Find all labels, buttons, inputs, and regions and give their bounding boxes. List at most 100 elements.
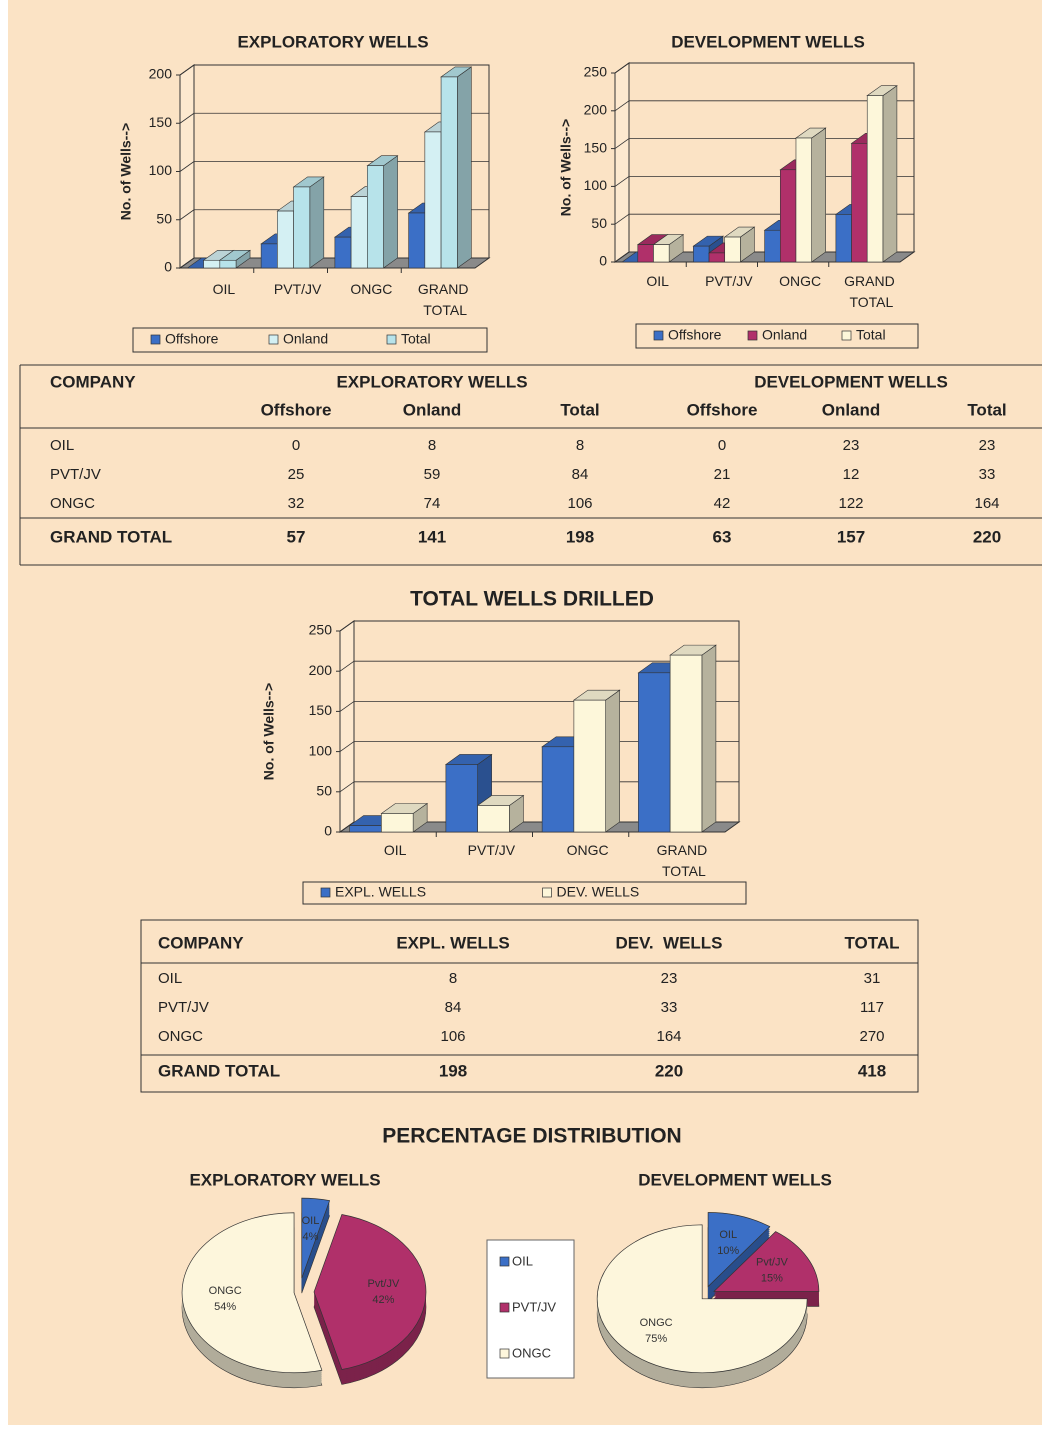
table-column-header: Offshore	[687, 400, 758, 419]
grid-line	[179, 257, 195, 269]
slice-value: 4%	[303, 1231, 319, 1243]
table-column-header: TOTAL	[844, 933, 899, 952]
legend-swatch	[268, 334, 279, 345]
bar	[349, 825, 382, 833]
legend-label: ONGC	[512, 1345, 551, 1360]
x-tick-label: GRAND TOTAL	[418, 281, 472, 318]
table-cell: 63	[713, 527, 732, 546]
grid-line	[339, 741, 355, 752]
y-tick-label: 200	[149, 66, 173, 82]
bar-side	[701, 644, 717, 833]
legend-swatch	[150, 334, 161, 345]
table-group-header: DEVELOPMENT WELLS	[754, 372, 948, 391]
chart-title: EXPLORATORY WELLS	[189, 1170, 380, 1189]
slice-label: OIL	[719, 1229, 737, 1241]
pie-slice	[313, 1214, 427, 1370]
y-tick-label: 50	[591, 215, 607, 231]
legend-label: Onland	[283, 331, 328, 347]
slice-value: 15%	[761, 1273, 783, 1285]
legend-label: OIL	[512, 1253, 533, 1268]
legend-swatch	[747, 330, 758, 341]
bar	[293, 186, 311, 269]
slice-label: ONGC	[209, 1285, 242, 1297]
grid-line	[614, 62, 630, 74]
table-group-header: EXPLORATORY WELLS	[336, 372, 527, 391]
bar	[708, 252, 726, 263]
legend-swatch	[542, 887, 552, 898]
bar	[445, 764, 478, 833]
table-cell: 23	[661, 970, 678, 987]
grid-line	[339, 781, 355, 793]
table-cell: 164	[656, 1028, 681, 1045]
y-tick-label: 150	[149, 114, 173, 130]
bar	[573, 699, 606, 833]
table-column-header: EXPL. WELLS	[396, 933, 509, 952]
legend-label: DEV. WELLS	[557, 884, 640, 900]
slice-label: ONGC	[640, 1317, 673, 1329]
table-cell: 122	[838, 495, 863, 512]
pie-slice	[707, 1212, 771, 1288]
table-column-header: Total	[560, 400, 599, 419]
grid-line	[179, 112, 195, 124]
y-tick-label: 200	[584, 102, 608, 118]
table-cell: PVT/JV	[50, 466, 101, 483]
bar-side	[605, 689, 620, 833]
chart-title: DEVELOPMENT WELLS	[638, 1170, 832, 1189]
table-column-header: Onland	[403, 400, 462, 419]
table-cell: 59	[424, 466, 441, 483]
grid-line	[339, 620, 355, 632]
y-tick-label: 50	[156, 210, 172, 226]
legend-label: Onland	[762, 327, 807, 343]
table-cell: 42	[714, 495, 731, 512]
table-cell: OIL	[50, 437, 74, 454]
table-cell: 57	[287, 527, 306, 546]
bar	[669, 654, 703, 833]
bar-side	[456, 66, 472, 269]
grid-line	[179, 64, 195, 76]
grid-line	[614, 251, 630, 263]
bar	[440, 76, 458, 269]
table-cell: 84	[572, 466, 589, 483]
x-tick-label: GRAND TOTAL	[844, 273, 898, 310]
bar	[795, 137, 812, 263]
table-cell: 270	[859, 1028, 884, 1045]
grid-line	[614, 176, 630, 187]
y-tick-label: 100	[309, 742, 333, 758]
bar	[381, 813, 414, 833]
table-cell: 0	[292, 437, 300, 454]
table-cell: 106	[567, 495, 592, 512]
grid-line	[614, 213, 630, 225]
bar	[835, 214, 852, 263]
grid-line	[339, 821, 355, 833]
table-cell: 220	[973, 527, 1001, 546]
x-tick-label: PVT/JV	[705, 273, 753, 289]
y-tick-label: 50	[316, 783, 332, 799]
table-column-header: COMPANY	[158, 933, 244, 952]
table-cell: 12	[843, 466, 860, 483]
legend-swatch	[499, 1348, 510, 1359]
table-cell: 141	[418, 527, 446, 546]
table-cell: 84	[445, 999, 462, 1016]
slice-value: 10%	[717, 1245, 739, 1257]
table-cell: 25	[288, 466, 305, 483]
legend-label: PVT/JV	[512, 1299, 556, 1314]
table-cell: 106	[440, 1028, 465, 1045]
legend-label: EXPL. WELLS	[335, 884, 426, 900]
slice-value: 42%	[372, 1294, 394, 1306]
bar	[851, 143, 868, 263]
bar	[724, 236, 741, 263]
bar	[350, 196, 368, 269]
bar	[541, 746, 575, 833]
table-column-header: DEV. WELLS	[615, 933, 722, 952]
legend-label: Offshore	[668, 327, 722, 343]
x-tick-label: PVT/JV	[468, 842, 516, 858]
grid-line	[179, 209, 195, 221]
table-cell: 21	[714, 466, 731, 483]
y-tick-label: 0	[599, 253, 607, 269]
y-tick-label: 150	[309, 702, 333, 718]
slice-value: 75%	[645, 1333, 667, 1345]
table-cell: 117	[860, 999, 884, 1016]
table-cell: 33	[979, 466, 996, 483]
table-cell: GRAND TOTAL	[158, 1061, 280, 1080]
bar	[764, 229, 781, 263]
